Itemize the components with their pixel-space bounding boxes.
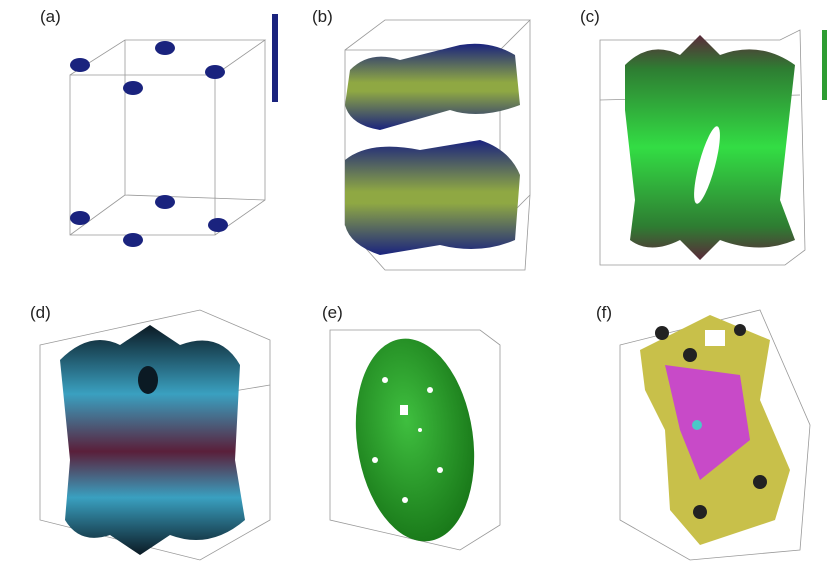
panel-label: (f)	[596, 303, 612, 322]
spot	[692, 420, 702, 430]
surface	[345, 140, 520, 255]
blobs	[70, 41, 228, 247]
figure: (a) (b) (c) (d) (e)	[0, 0, 839, 581]
surface	[60, 325, 245, 555]
panel-label: (c)	[580, 7, 600, 26]
colorbar	[272, 14, 278, 102]
panel-f: (f)	[596, 303, 810, 560]
colorbar	[822, 30, 827, 100]
hole	[705, 330, 725, 346]
panel-a: (a)	[40, 7, 278, 247]
surface	[345, 44, 520, 130]
panel-b: (b)	[312, 7, 530, 270]
hole	[138, 366, 158, 394]
panel-e: (e)	[322, 303, 500, 550]
panel-c: (c)	[580, 7, 827, 265]
panel-label: (e)	[322, 303, 343, 322]
panel-label: (b)	[312, 7, 333, 26]
panel-label: (a)	[40, 7, 61, 26]
ellipsoid	[343, 331, 486, 549]
panel-d: (d)	[30, 303, 270, 560]
panel-label: (d)	[30, 303, 51, 322]
